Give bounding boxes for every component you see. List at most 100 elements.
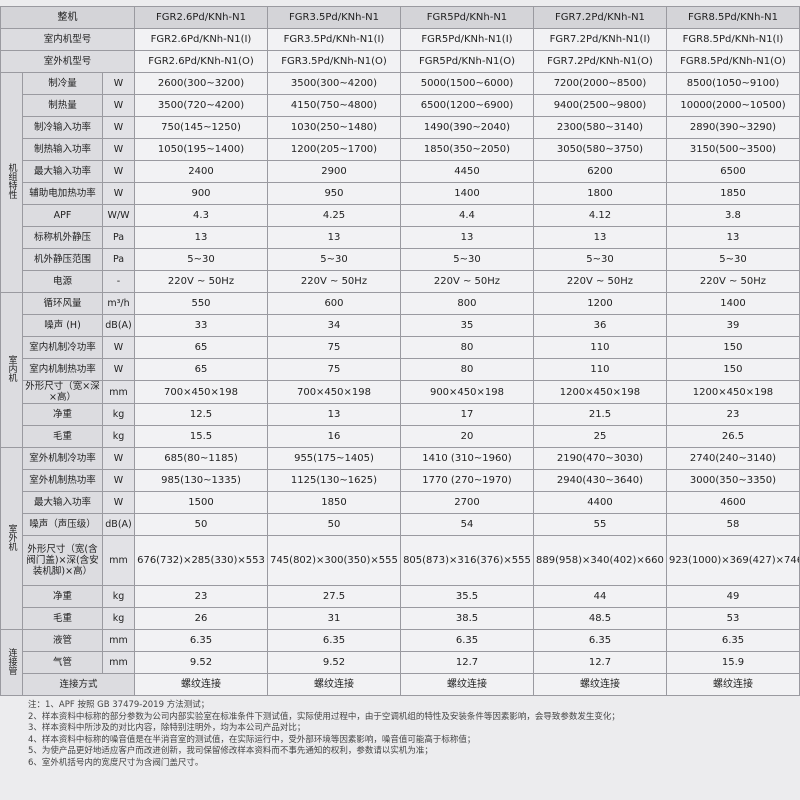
cell: 20 xyxy=(399,425,534,448)
unit: mm xyxy=(101,629,136,652)
cell: 5~30 xyxy=(134,248,268,271)
cell: FGR5Pd/KNh-N1(I) xyxy=(399,28,534,51)
unit: W xyxy=(101,358,136,381)
cell: 4.25 xyxy=(267,204,401,227)
spec-row: 制热量 W 3500(720~4200) 4150(750~4800) 6500(120… xyxy=(1,94,800,117)
cell: 150 xyxy=(665,336,800,359)
param: 净重 xyxy=(22,585,103,608)
group-name: 室内机 xyxy=(6,355,17,382)
cell: 35 xyxy=(399,314,534,337)
cell: 12.5 xyxy=(134,403,268,426)
spec-row: 噪声 (H) dB(A) 33 34 35 36 39 xyxy=(1,314,800,337)
cell: 55 xyxy=(532,513,667,536)
cell: 2890(390~3290) xyxy=(665,116,800,139)
cell: 螺纹连接 xyxy=(134,673,268,696)
cell: 700×450×198 xyxy=(134,380,268,404)
group-label: 机组特性 xyxy=(0,72,23,293)
spec-row: 连接管 液管 mm 6.35 6.35 6.35 6.35 6.35 xyxy=(0,629,800,696)
unit: W xyxy=(101,491,136,514)
cell: 1400 xyxy=(665,292,800,315)
cell: 80 xyxy=(399,358,534,381)
unit: Pa xyxy=(101,248,136,271)
model-row: 室外机型号 FGR2.6Pd/KNh-N1(O) FGR3.5Pd/KNh-N1(O… xyxy=(0,50,800,73)
param: 气管 xyxy=(22,651,103,674)
unit: dB(A) xyxy=(101,314,136,337)
cell: 220V ~ 50Hz xyxy=(399,270,534,293)
group-name: 室外机 xyxy=(6,523,17,551)
cell: 50 xyxy=(267,513,401,536)
cell: FGR2.6Pd/KNh-N1(I) xyxy=(134,28,268,51)
cell: 1500 xyxy=(134,491,268,514)
cell: 1200×450×198 xyxy=(665,380,800,404)
spec-row: APF W/W 4.3 4.25 4.4 4.12 3.8 xyxy=(1,204,800,227)
cell: 685(80~1185) xyxy=(134,447,268,470)
cell: 3050(580~3750) xyxy=(532,138,667,161)
cell: 110 xyxy=(532,358,667,381)
cell: 15.9 xyxy=(665,651,800,674)
cell: 4.4 xyxy=(399,204,534,227)
cell: 220V ~ 50Hz xyxy=(532,270,667,293)
cell: 4.3 xyxy=(134,204,268,227)
cell: 49 xyxy=(665,585,800,608)
cell: 3500(720~4200) xyxy=(134,94,268,117)
cell: 3000(350~3350) xyxy=(665,469,800,492)
spec-row: 制热输入功率 W 1050(195~1400) 1200(205~1700) 1850(… xyxy=(1,138,800,161)
cell: 676(732)×285(330)×553 xyxy=(134,535,268,586)
unit: - xyxy=(101,270,136,293)
model-name: FGR2.6Pd/KNh-N1 xyxy=(134,6,268,29)
unit: mm xyxy=(101,380,136,404)
param: 电源 xyxy=(22,270,103,293)
cell: 5~30 xyxy=(399,248,534,271)
cell: 1200×450×198 xyxy=(532,380,667,404)
param: 净重 xyxy=(22,403,103,426)
spec-row: 净重 kg 23 27.5 35.5 44 49 xyxy=(1,585,800,608)
cell: 15.5 xyxy=(134,425,268,448)
spec-row: 室内机 循环风量 m³/h 550 600 800 1200 1400 xyxy=(0,292,800,448)
spec-row: 机外静压范围 Pa 5~30 5~30 5~30 5~30 5~30 xyxy=(1,248,800,271)
cell: 35.5 xyxy=(399,585,534,608)
spec-row: 噪声（声压级） dB(A) 50 50 54 55 58 xyxy=(1,513,800,536)
cell: 5000(1500~6000) xyxy=(399,72,534,95)
spec-row: 制冷输入功率 W 750(145~1250) 1030(250~1480) 1490(3… xyxy=(1,116,800,139)
param: 最大输入功率 xyxy=(22,491,103,514)
cell: 48.5 xyxy=(532,607,667,630)
cell: 1770 (270~1970) xyxy=(399,469,534,492)
param: 液管 xyxy=(22,629,103,652)
cell: 13 xyxy=(665,226,800,249)
cell: 8500(1050~9100) xyxy=(665,72,800,95)
cell: 6.35 xyxy=(532,629,667,652)
spec-row: 外形尺寸（宽(含阀门盖)×深(含安装机脚)×高） mm 676(732)×285(3… xyxy=(1,535,800,586)
cell: 6.35 xyxy=(399,629,534,652)
param: 循环风量 xyxy=(22,292,103,315)
cell: 9400(2500~9800) xyxy=(532,94,667,117)
spec-row: 气管 mm 9.52 9.52 12.7 12.7 15.9 xyxy=(1,651,800,674)
unit: W xyxy=(101,336,136,359)
cell: 1850(350~2050) xyxy=(399,138,534,161)
cell: 4.12 xyxy=(532,204,667,227)
param: 室内机制冷功率 xyxy=(22,336,103,359)
cell: 65 xyxy=(134,358,268,381)
cell: 80 xyxy=(399,336,534,359)
model-name: FGR3.5Pd/KNh-N1 xyxy=(267,6,401,29)
param: 制热输入功率 xyxy=(22,138,103,161)
cell: 2940(430~3640) xyxy=(532,469,667,492)
cell: 220V ~ 50Hz xyxy=(267,270,401,293)
cell: 12.7 xyxy=(532,651,667,674)
cell: 5~30 xyxy=(532,248,667,271)
cell: 12.7 xyxy=(399,651,534,674)
note: 3、样本资料中所涉及的对比内容，除特别注明外，均为本公司产品对比； xyxy=(28,723,306,733)
cell: 27.5 xyxy=(267,585,401,608)
model-name: FGR7.2Pd/KNh-N1 xyxy=(532,6,667,29)
cell: 75 xyxy=(267,336,401,359)
note: 5、为使产品更好地适应客户而改进创新，我司保留修改样本资料而不事先通知的权利，参… xyxy=(28,746,433,756)
cell: 13 xyxy=(134,226,268,249)
param: 外形尺寸（宽(含阀门盖)×深(含安装机脚)×高） xyxy=(22,535,103,586)
cell: 58 xyxy=(665,513,800,536)
cell: 9.52 xyxy=(134,651,268,674)
cell: 3.8 xyxy=(665,204,800,227)
cell: 2900 xyxy=(267,160,401,183)
cell: 4600 xyxy=(665,491,800,514)
param: 噪声（声压级） xyxy=(22,513,103,536)
cell: 2740(240~3140) xyxy=(665,447,800,470)
spec-row: 室外机制热功率 W 985(130~1335) 1125(130~1625) 1770 … xyxy=(1,469,800,492)
